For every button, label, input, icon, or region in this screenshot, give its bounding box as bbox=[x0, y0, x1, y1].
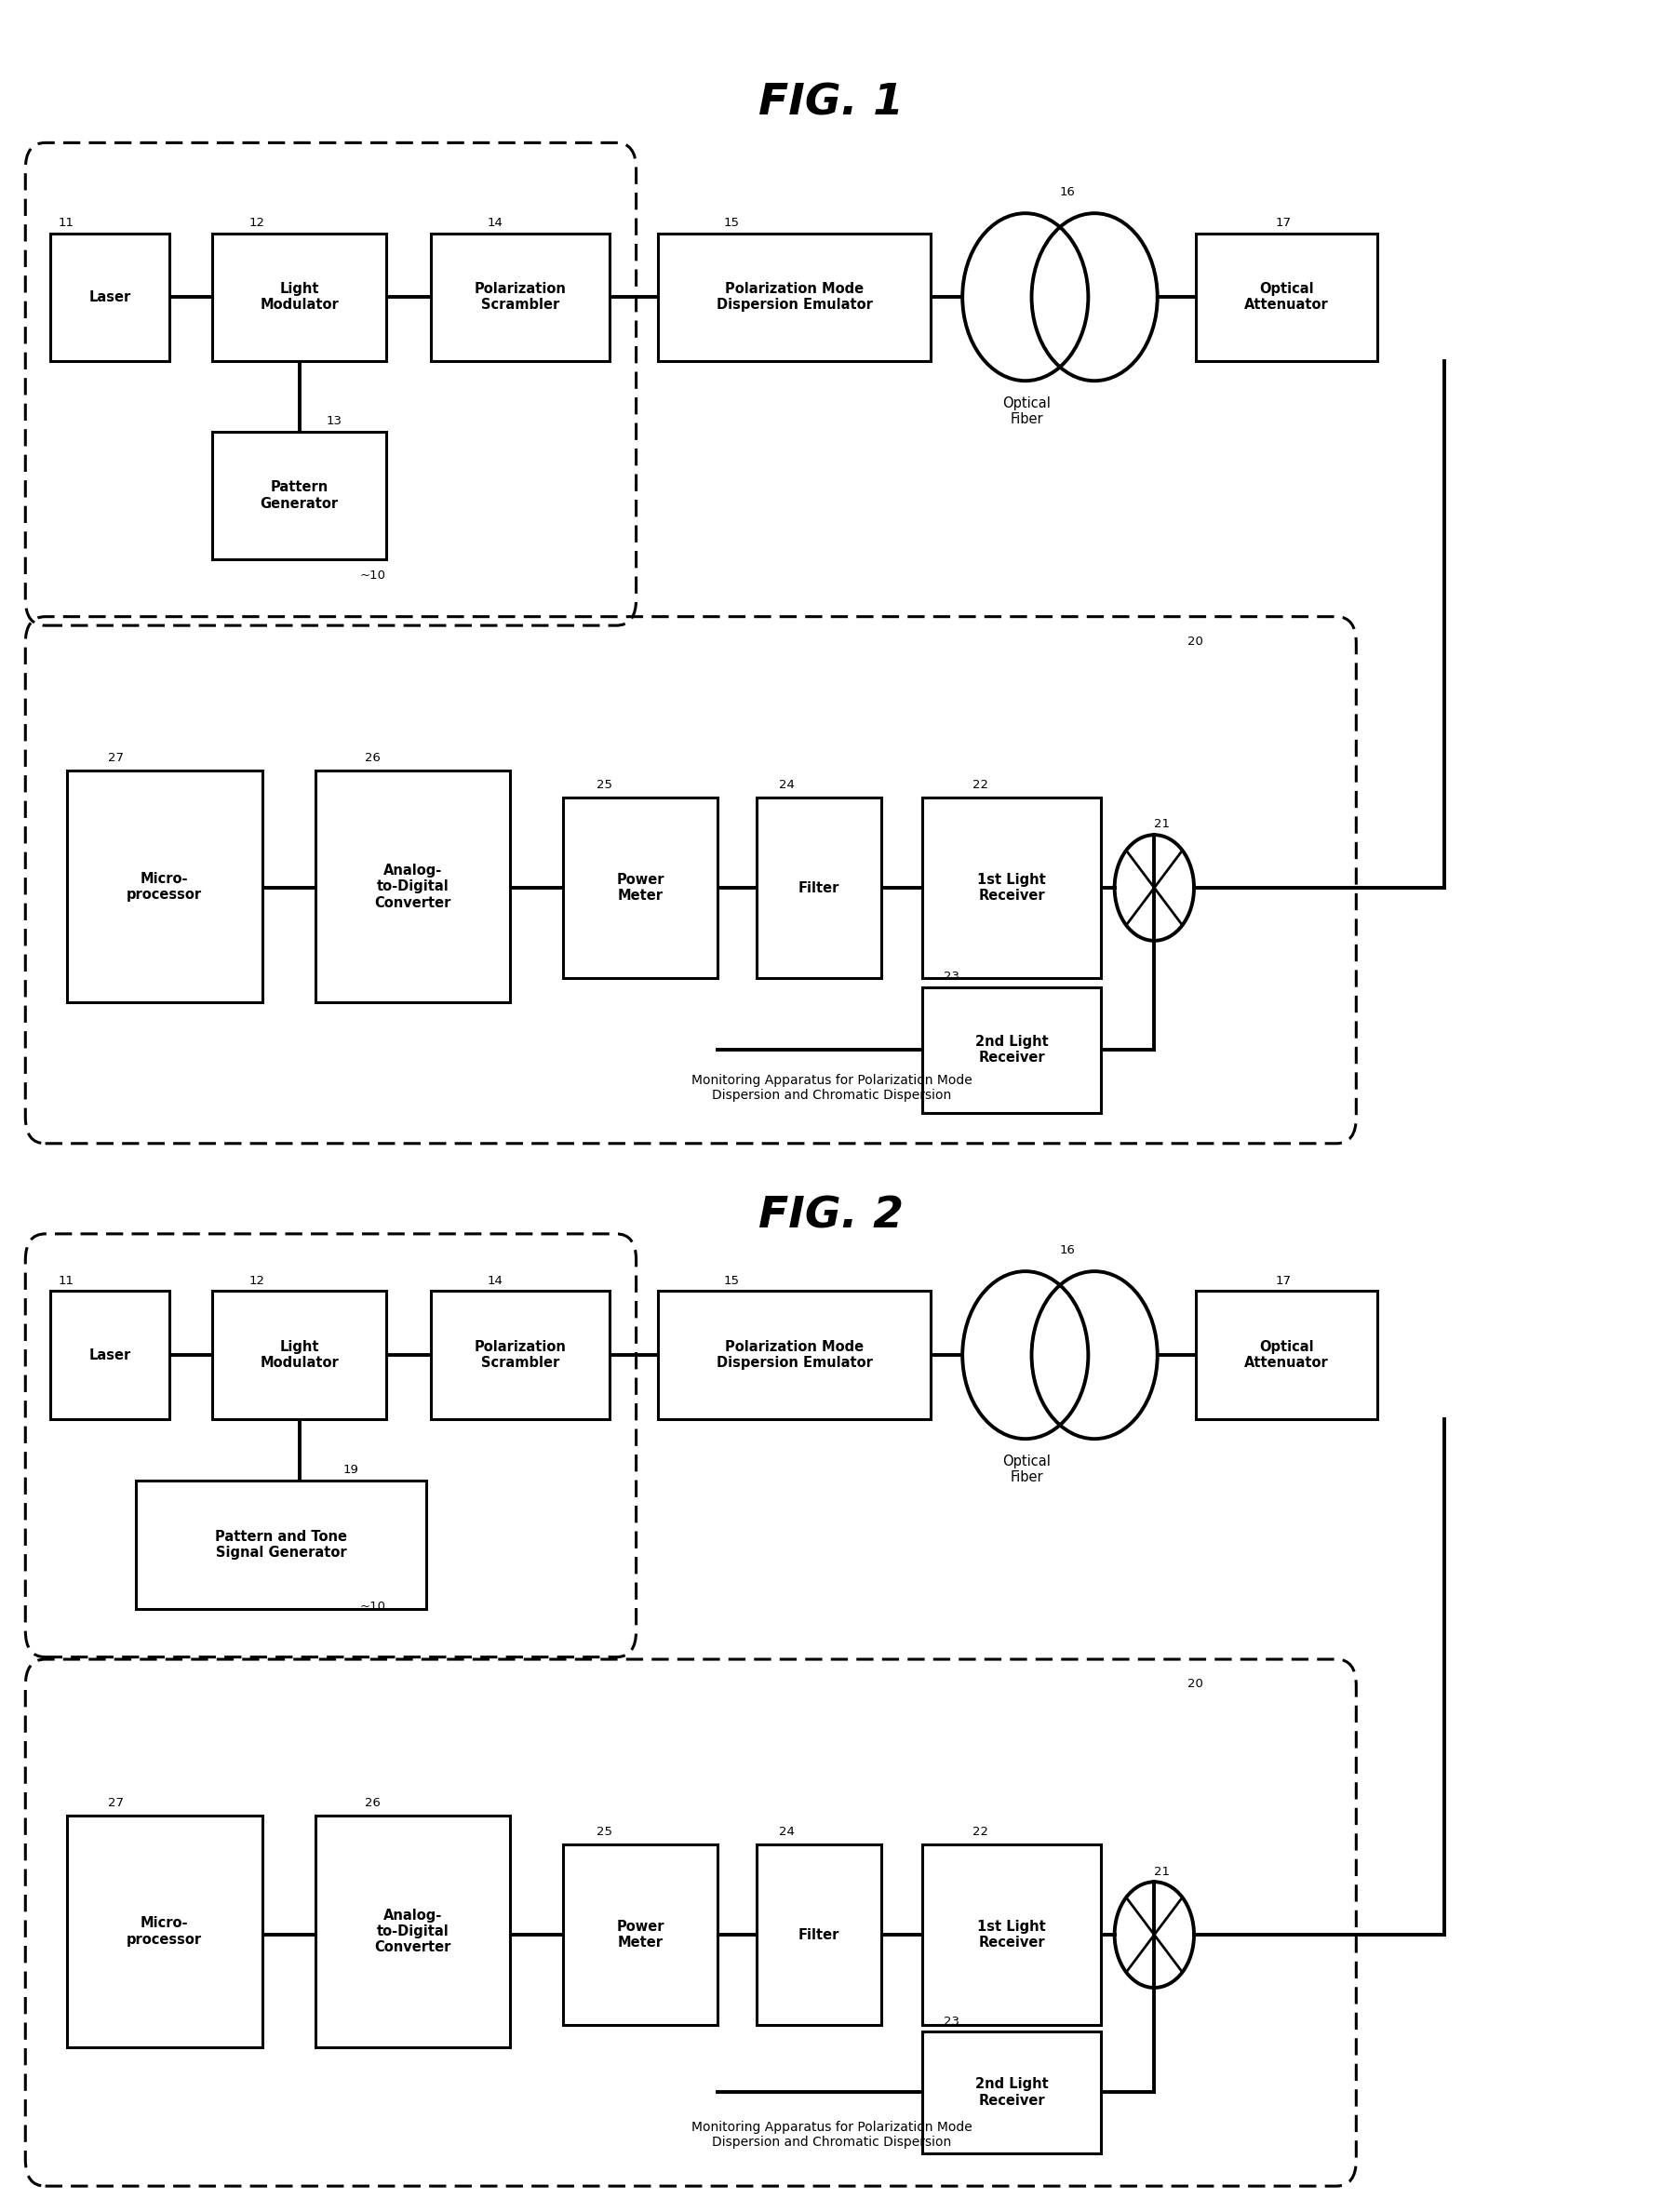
FancyBboxPatch shape bbox=[213, 431, 386, 560]
FancyBboxPatch shape bbox=[431, 1292, 610, 1420]
Text: 22: 22 bbox=[973, 1825, 988, 1838]
FancyBboxPatch shape bbox=[213, 232, 386, 361]
Text: Polarization
Scrambler: Polarization Scrambler bbox=[474, 1340, 567, 1369]
FancyBboxPatch shape bbox=[923, 796, 1101, 978]
Text: 13: 13 bbox=[326, 416, 343, 427]
Text: 14: 14 bbox=[487, 217, 502, 228]
Text: Micro-
processor: Micro- processor bbox=[126, 872, 203, 902]
Text: Light
Modulator: Light Modulator bbox=[259, 281, 339, 312]
Text: ~10: ~10 bbox=[359, 568, 386, 582]
Text: Optical
Attenuator: Optical Attenuator bbox=[1244, 281, 1329, 312]
FancyBboxPatch shape bbox=[136, 1480, 426, 1608]
FancyBboxPatch shape bbox=[314, 772, 511, 1002]
Text: 22: 22 bbox=[973, 779, 988, 792]
Text: Polarization Mode
Dispersion Emulator: Polarization Mode Dispersion Emulator bbox=[717, 1340, 873, 1369]
FancyBboxPatch shape bbox=[757, 1845, 881, 2026]
FancyBboxPatch shape bbox=[923, 987, 1101, 1113]
Text: 17: 17 bbox=[1276, 1274, 1290, 1287]
Text: 26: 26 bbox=[364, 752, 381, 765]
FancyBboxPatch shape bbox=[923, 1845, 1101, 2026]
Text: 27: 27 bbox=[108, 752, 125, 765]
Text: 21: 21 bbox=[1154, 818, 1171, 830]
Text: Optical
Fiber: Optical Fiber bbox=[1003, 396, 1051, 427]
Text: 12: 12 bbox=[249, 217, 264, 228]
Text: 2nd Light
Receiver: 2nd Light Receiver bbox=[975, 2077, 1049, 2108]
FancyBboxPatch shape bbox=[923, 2033, 1101, 2152]
Text: 23: 23 bbox=[945, 2015, 960, 2028]
FancyBboxPatch shape bbox=[314, 1816, 511, 2048]
Text: 23: 23 bbox=[945, 971, 960, 982]
Text: 1st Light
Receiver: 1st Light Receiver bbox=[978, 874, 1046, 902]
Text: 2nd Light
Receiver: 2nd Light Receiver bbox=[975, 1035, 1049, 1064]
Text: Pattern and Tone
Signal Generator: Pattern and Tone Signal Generator bbox=[215, 1528, 348, 1559]
Text: Pattern
Generator: Pattern Generator bbox=[259, 480, 339, 511]
Text: 11: 11 bbox=[58, 217, 75, 228]
Text: Filter: Filter bbox=[798, 880, 840, 896]
Text: Laser: Laser bbox=[88, 290, 131, 303]
Text: 26: 26 bbox=[364, 1796, 381, 1809]
Text: 20: 20 bbox=[1187, 1679, 1202, 1690]
FancyBboxPatch shape bbox=[657, 232, 931, 361]
FancyBboxPatch shape bbox=[564, 796, 717, 978]
Text: Polarization
Scrambler: Polarization Scrambler bbox=[474, 281, 567, 312]
Text: 16: 16 bbox=[1059, 186, 1076, 197]
Text: 21: 21 bbox=[1154, 1865, 1171, 1878]
FancyBboxPatch shape bbox=[1196, 1292, 1377, 1420]
Text: 17: 17 bbox=[1276, 217, 1290, 228]
FancyBboxPatch shape bbox=[50, 1292, 170, 1420]
Text: Light
Modulator: Light Modulator bbox=[259, 1340, 339, 1369]
Text: 19: 19 bbox=[343, 1464, 359, 1475]
Text: 24: 24 bbox=[778, 1825, 795, 1838]
FancyBboxPatch shape bbox=[757, 796, 881, 978]
FancyBboxPatch shape bbox=[67, 772, 263, 1002]
Text: Analog-
to-Digital
Converter: Analog- to-Digital Converter bbox=[374, 863, 451, 909]
Text: Analog-
to-Digital
Converter: Analog- to-Digital Converter bbox=[374, 1909, 451, 1955]
Text: 15: 15 bbox=[723, 217, 740, 228]
Text: ~10: ~10 bbox=[359, 1601, 386, 1613]
Text: Polarization Mode
Dispersion Emulator: Polarization Mode Dispersion Emulator bbox=[717, 281, 873, 312]
Text: Laser: Laser bbox=[88, 1347, 131, 1363]
Text: 25: 25 bbox=[597, 1825, 612, 1838]
Text: Monitoring Apparatus for Polarization Mode
Dispersion and Chromatic Dispersion: Monitoring Apparatus for Polarization Mo… bbox=[692, 2121, 971, 2148]
Text: FIG. 2: FIG. 2 bbox=[758, 1194, 905, 1237]
Text: 24: 24 bbox=[778, 779, 795, 792]
Text: Micro-
processor: Micro- processor bbox=[126, 1916, 203, 1947]
FancyBboxPatch shape bbox=[50, 232, 170, 361]
Text: 14: 14 bbox=[487, 1274, 502, 1287]
FancyBboxPatch shape bbox=[67, 1816, 263, 2048]
Text: Power
Meter: Power Meter bbox=[617, 874, 664, 902]
Text: 15: 15 bbox=[723, 1274, 740, 1287]
FancyBboxPatch shape bbox=[564, 1845, 717, 2026]
Text: 16: 16 bbox=[1059, 1243, 1076, 1256]
Text: Power
Meter: Power Meter bbox=[617, 1920, 664, 1949]
Text: 12: 12 bbox=[249, 1274, 264, 1287]
Text: Optical
Fiber: Optical Fiber bbox=[1003, 1453, 1051, 1484]
Text: FIG. 1: FIG. 1 bbox=[758, 82, 905, 124]
Text: Monitoring Apparatus for Polarization Mode
Dispersion and Chromatic Dispersion: Monitoring Apparatus for Polarization Mo… bbox=[692, 1073, 971, 1102]
Text: 11: 11 bbox=[58, 1274, 75, 1287]
Text: Optical
Attenuator: Optical Attenuator bbox=[1244, 1340, 1329, 1369]
FancyBboxPatch shape bbox=[431, 232, 610, 361]
Text: 25: 25 bbox=[597, 779, 612, 792]
Text: 1st Light
Receiver: 1st Light Receiver bbox=[978, 1920, 1046, 1949]
Text: 27: 27 bbox=[108, 1796, 125, 1809]
FancyBboxPatch shape bbox=[657, 1292, 931, 1420]
Text: Filter: Filter bbox=[798, 1929, 840, 1942]
FancyBboxPatch shape bbox=[213, 1292, 386, 1420]
FancyBboxPatch shape bbox=[1196, 232, 1377, 361]
Text: 20: 20 bbox=[1187, 635, 1202, 648]
